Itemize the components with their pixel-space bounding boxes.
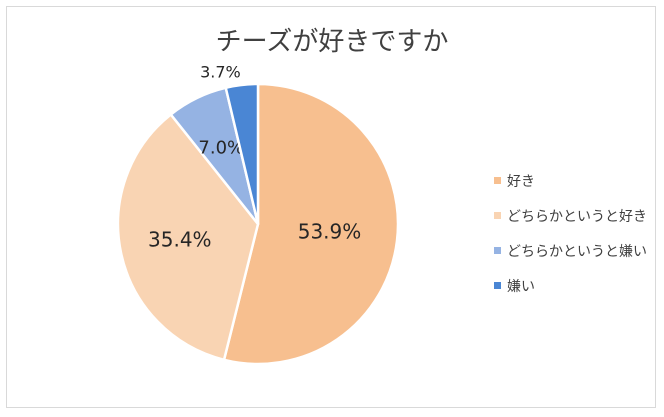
- legend-item-2: どちらかというと好き: [494, 207, 647, 225]
- legend-swatch-2: [494, 212, 501, 219]
- data-label-1: 53.9%: [298, 219, 362, 243]
- data-label-4: 3.7%: [200, 63, 241, 82]
- pie-slice-1: [222, 82, 400, 366]
- pie-slice-4: [224, 82, 260, 226]
- legend-item-1: 好き: [494, 172, 647, 190]
- legend-item-3: どちらかというと嫌い: [494, 242, 647, 260]
- pie-slice-2: [116, 113, 260, 362]
- data-label-3: 7.0%: [198, 137, 244, 158]
- data-label-2: 35.4%: [148, 228, 212, 252]
- legend-item-4: 嫌い: [494, 277, 647, 295]
- legend-label-3: どちらかというと嫌い: [507, 243, 647, 260]
- legend-label-1: 好き: [507, 173, 535, 190]
- legend-swatch-4: [494, 282, 501, 289]
- legend-swatch-3: [494, 247, 501, 254]
- legend-label-2: どちらかというと好き: [507, 208, 647, 225]
- chart-legend: 好きどちらかというと好き どちらかというと嫌い 嫌い: [494, 172, 647, 312]
- legend-swatch-1: [494, 177, 501, 184]
- legend-label-4: 嫌い: [507, 278, 535, 295]
- chart-title: チーズが好きですか: [215, 27, 449, 57]
